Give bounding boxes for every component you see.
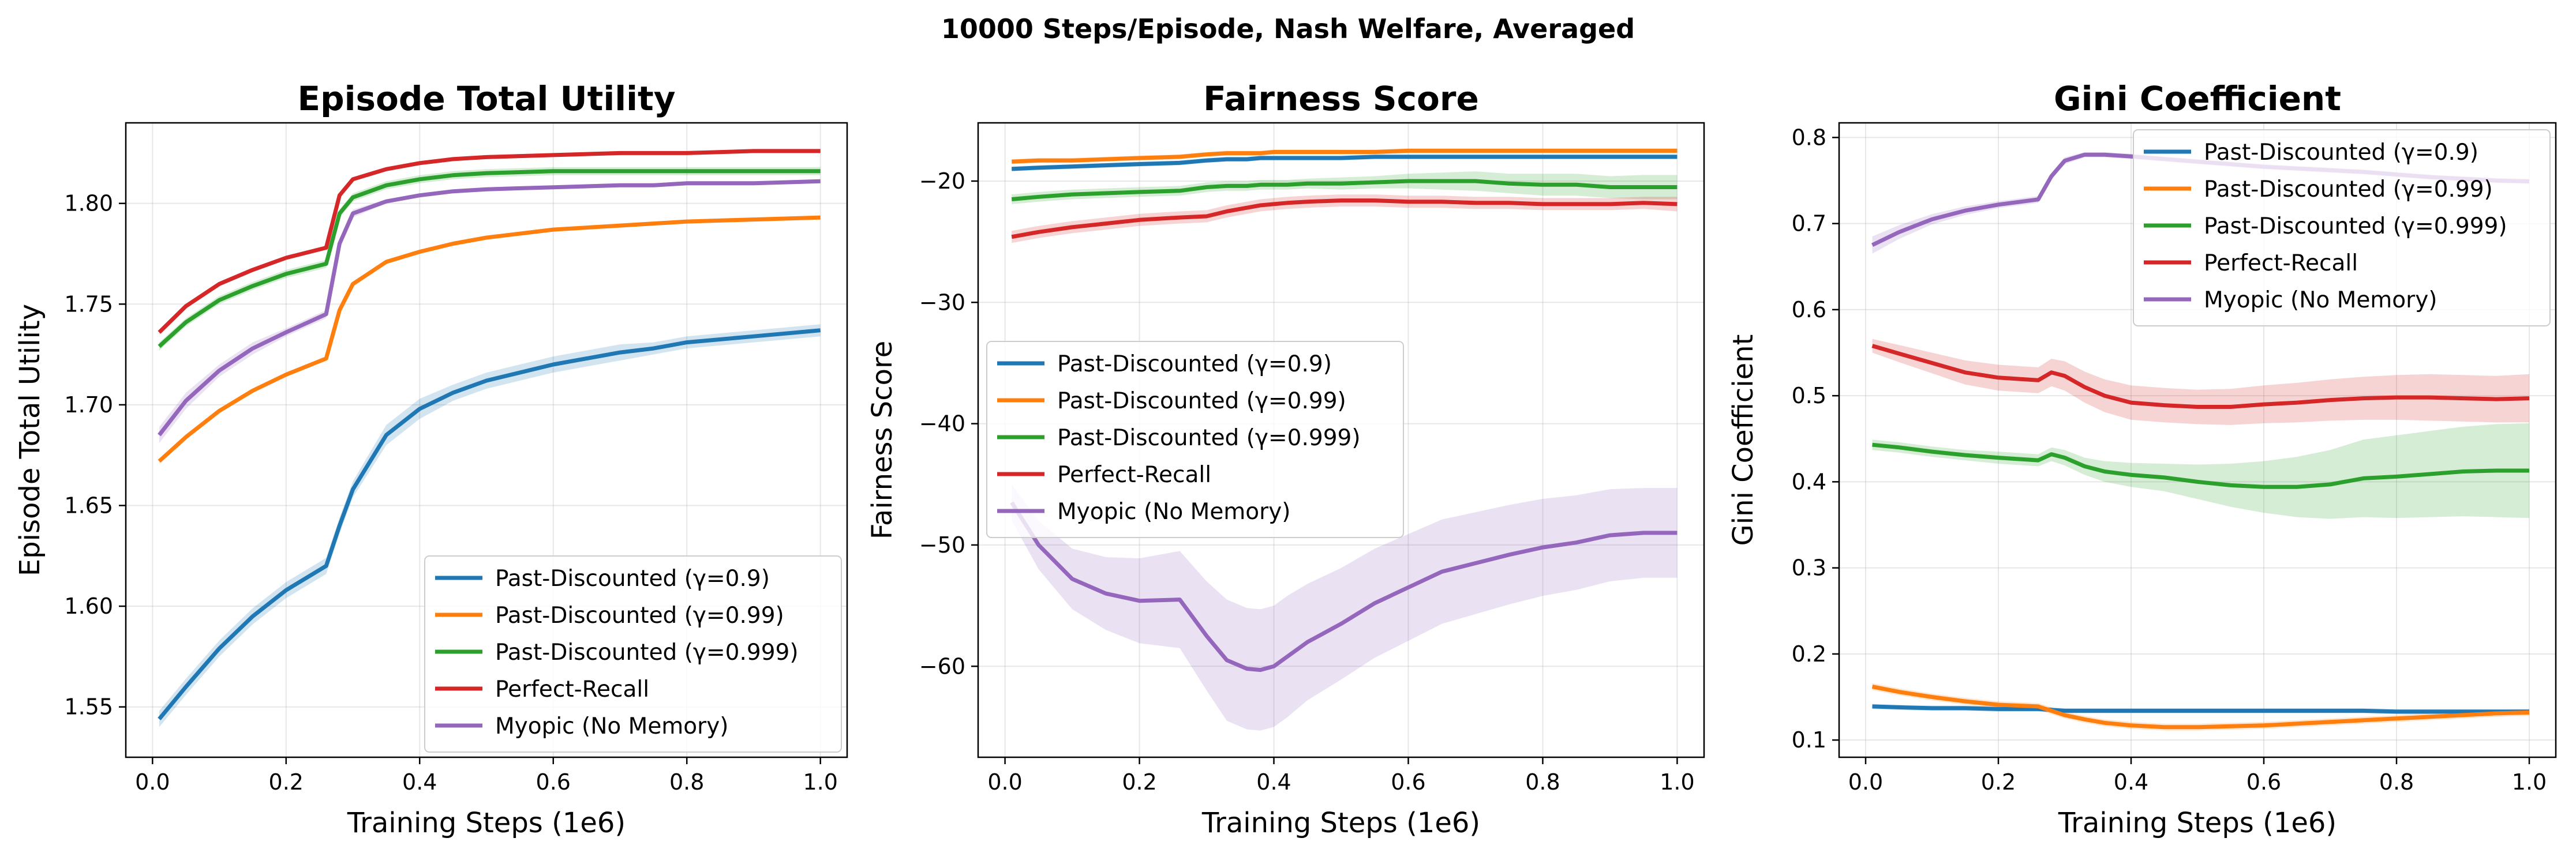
x-tick-label: 0.4: [1256, 769, 1291, 795]
x-tick-label: 0.8: [1525, 769, 1560, 795]
legend-label-myopic-no-memory: Myopic (No Memory): [1057, 499, 1291, 525]
y-axis-label: Fairness Score: [866, 341, 898, 540]
legend-label-myopic-no-memory: Myopic (No Memory): [2204, 287, 2438, 313]
legend-label-past-discounted-0-9: Past-Discounted (γ=0.9): [2204, 140, 2478, 166]
x-axis-label: Training Steps (1e6): [347, 807, 626, 839]
x-tick-label: 0.4: [402, 769, 437, 795]
y-tick-label: 1.65: [64, 493, 113, 518]
y-tick-label: −30: [919, 290, 965, 315]
figure-suptitle: 10000 Steps/Episode, Nash Welfare, Avera…: [941, 13, 1635, 44]
series-line-perfect-recall: [158, 149, 821, 334]
y-tick-label: 1.70: [64, 392, 113, 418]
x-tick-label: 0.0: [135, 769, 170, 795]
series-line-perfect-recall: [1011, 198, 1678, 239]
series-line-past-discounted-0-999: [1872, 442, 2529, 489]
band-perfect-recall: [1012, 194, 1678, 243]
y-tick-label: −50: [919, 532, 965, 558]
legend-label-past-discounted-0-9: Past-Discounted (γ=0.9): [1057, 351, 1332, 377]
y-axis-label: Episode Total Utility: [14, 304, 46, 576]
series-line-past-discounted-0-999: [158, 169, 821, 348]
x-tick-label: 0.0: [1848, 769, 1883, 795]
legend-label-past-discounted-0-99: Past-Discounted (γ=0.99): [495, 603, 784, 629]
band-past-discounted-0-999: [1012, 171, 1678, 204]
legend-label-past-discounted-0-99: Past-Discounted (γ=0.99): [2204, 176, 2493, 202]
legend-label-past-discounted-0-999: Past-Discounted (γ=0.999): [495, 640, 799, 666]
x-tick-label: 1.0: [2512, 769, 2547, 795]
legend-box: [424, 555, 842, 753]
x-tick-label: 0.2: [269, 769, 304, 795]
y-tick-label: 0.2: [1792, 641, 1826, 667]
legend-box: [986, 341, 1404, 538]
chart-title: Gini Coefficient: [2054, 79, 2341, 118]
panel-fairness-score: 0.0 0.2 0.4 0.6 0.8 1.0 −60 −50 −40 −30 −20 Fairnes…: [866, 79, 1705, 839]
y-tick-label: 0.8: [1792, 125, 1826, 150]
y-tick-label: −20: [919, 168, 965, 194]
legend-box: [2133, 129, 2551, 326]
series-line-past-discounted-0-9: [158, 328, 821, 720]
y-tick-label: 0.3: [1792, 555, 1826, 581]
x-tick-label: 0.8: [669, 769, 704, 795]
y-tick-label: −40: [919, 411, 965, 437]
series-line-past-discounted-0-999: [1011, 179, 1678, 201]
series-line-myopic-no-memory: [158, 179, 821, 437]
series-line-myopic-no-memory: [1010, 501, 1678, 672]
y-tick-label: 1.55: [64, 694, 113, 720]
y-axis-label: Gini Coefficient: [1727, 335, 1759, 546]
x-axis-label: Training Steps (1e6): [2058, 807, 2337, 839]
x-tick-label: 0.0: [987, 769, 1022, 795]
x-tick-label: 1.0: [1660, 769, 1694, 795]
legend-label-perfect-recall: Perfect-Recall: [495, 677, 649, 702]
y-tick-label: −60: [919, 653, 965, 679]
chart-title: Fairness Score: [1203, 79, 1479, 118]
y-tick-label: 1.60: [64, 593, 113, 619]
series-line-past-discounted-0-9: [1012, 155, 1678, 171]
axes-frame: [1838, 122, 2557, 758]
x-tick-label: 0.6: [2246, 769, 2281, 795]
legend-label-perfect-recall: Perfect-Recall: [1057, 462, 1211, 488]
legend: Past-Discounted (γ=0.9) Past-Discounted (…: [986, 341, 1404, 538]
legend-label-past-discounted-0-99: Past-Discounted (γ=0.99): [1057, 388, 1346, 414]
legend: Past-Discounted (γ=0.9) Past-Discounted (…: [2133, 129, 2551, 326]
band-perfect-recall: [1872, 339, 2529, 425]
x-tick-label: 0.6: [1391, 769, 1425, 795]
x-tick-label: 0.2: [1122, 769, 1156, 795]
series-line-perfect-recall: [1871, 344, 2530, 409]
x-tick-label: 0.6: [536, 769, 571, 795]
axes-frame: [125, 122, 848, 758]
legend: Past-Discounted (γ=0.9) Past-Discounted (…: [424, 555, 842, 753]
series-line-past-discounted-0-99: [158, 215, 821, 463]
legend-label-past-discounted-0-999: Past-Discounted (γ=0.999): [2204, 213, 2507, 239]
x-tick-label: 0.4: [2114, 769, 2148, 795]
legend-label-myopic-no-memory: Myopic (No Memory): [495, 713, 729, 739]
chart-title: Episode Total Utility: [297, 79, 675, 118]
y-tick-label: 0.1: [1792, 727, 1826, 753]
y-tick-label: 0.6: [1792, 297, 1826, 322]
y-tick-label: 0.7: [1792, 211, 1826, 236]
x-tick-label: 1.0: [803, 769, 837, 795]
legend-label-past-discounted-0-999: Past-Discounted (γ=0.999): [1057, 425, 1361, 451]
legend-label-perfect-recall: Perfect-Recall: [2204, 250, 2358, 276]
x-tick-label: 0.8: [2379, 769, 2414, 795]
axes-frame: [977, 122, 1705, 758]
y-tick-label: 0.5: [1792, 383, 1826, 408]
panel-gini-coefficient: 0.0 0.2 0.4 0.6 0.8 1.0 0.1 0.2 0.3 0.4 0.5 0.6 0.7 0…: [1727, 79, 2557, 839]
panel-episode-total-utility: 0.0 0.2 0.4 0.6 0.8 1.0 1.55 1.60 1.65 1.70 1.75 1.…: [14, 79, 848, 839]
series-line-past-discounted-0-99: [1871, 685, 2530, 730]
y-tick-label: 1.80: [64, 191, 113, 216]
x-tick-label: 0.2: [1981, 769, 2016, 795]
series-line-past-discounted-0-99: [1012, 148, 1678, 164]
legend-label-past-discounted-0-9: Past-Discounted (γ=0.9): [495, 566, 770, 592]
x-axis-label: Training Steps (1e6): [1201, 807, 1480, 839]
band-myopic-no-memory: [1012, 484, 1678, 731]
band-past-discounted-0-999: [1872, 423, 2529, 519]
y-tick-label: 0.4: [1792, 469, 1826, 494]
y-tick-label: 1.75: [64, 291, 113, 317]
series-line-past-discounted-0-9: [1872, 704, 2529, 714]
